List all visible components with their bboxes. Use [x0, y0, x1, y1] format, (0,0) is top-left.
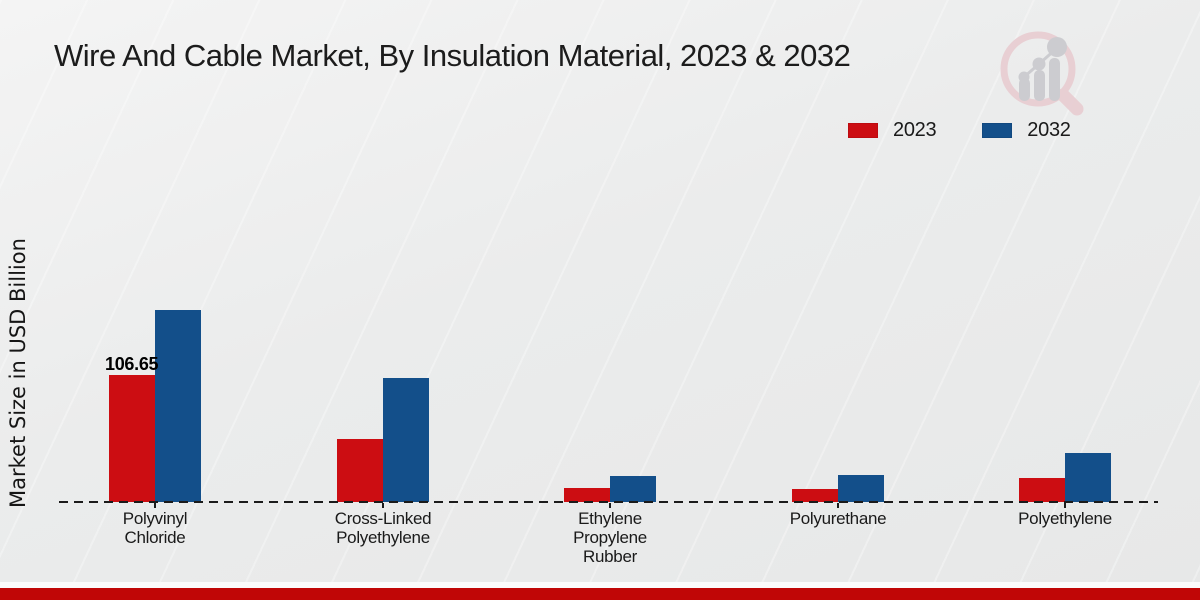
legend-label: 2032 [1027, 119, 1071, 141]
category-label: Ethylene Propylene Rubber [500, 509, 720, 566]
category-label-line: Ethylene [578, 509, 642, 528]
bar-2032-polyethylene [1065, 453, 1111, 502]
category-label-line: Chloride [124, 528, 186, 547]
bar-2023-polyurethane [792, 489, 838, 502]
bar-2032-polyurethane [838, 475, 884, 502]
bar-value-label: 106.65 [105, 354, 159, 374]
category-label-line: Rubber [583, 547, 637, 566]
bar-2023-polyethylene [1019, 478, 1065, 502]
legend-item-2032: 2032 [982, 119, 1071, 142]
x-axis-tick [154, 503, 156, 508]
x-axis-tick [382, 503, 384, 508]
footer-red-bar [0, 588, 1200, 600]
legend-swatch-2032 [982, 123, 1013, 138]
legend-swatch-2023 [848, 123, 878, 138]
category-label-line: Polyvinyl [122, 509, 188, 528]
magnifier-bar-chart-icon [1000, 31, 1084, 116]
brand-logo [993, 26, 1089, 123]
chart-title: Wire And Cable Market, By Insulation Mat… [54, 38, 851, 73]
bar-2032-polyvinyl-chloride [155, 310, 201, 502]
legend-label: 2023 [893, 119, 937, 141]
category-label-line: Polyethylene [336, 528, 430, 547]
category-label-line: Polyethylene [1018, 509, 1112, 528]
category-label-line: Propylene [573, 528, 647, 547]
legend: 2023 2032 [848, 119, 1071, 142]
footer-white-strip [0, 582, 1200, 588]
category-label-line: Polyurethane [789, 509, 887, 528]
bar-2032-ethylene-propylene-rubber [610, 476, 656, 502]
category-label: Polyurethane [728, 509, 948, 528]
x-axis-tick [609, 503, 611, 508]
bar-2032-cross-linked-polyethylene [383, 378, 429, 502]
bar-2023-ethylene-propylene-rubber [564, 488, 610, 502]
category-label: Polyethylene [955, 509, 1175, 528]
x-axis-tick [837, 503, 839, 508]
x-axis-dashed-baseline [59, 501, 1158, 503]
category-label: Polyvinyl Chloride [45, 509, 265, 547]
bar-2023-cross-linked-polyethylene [337, 439, 383, 502]
category-label-line: Cross-Linked [334, 509, 432, 528]
category-label: Cross-Linked Polyethylene [273, 509, 493, 547]
legend-item-2023: 2023 [848, 119, 937, 142]
bar-2023-polyvinyl-chloride [109, 375, 155, 502]
x-axis-tick [1064, 503, 1066, 508]
